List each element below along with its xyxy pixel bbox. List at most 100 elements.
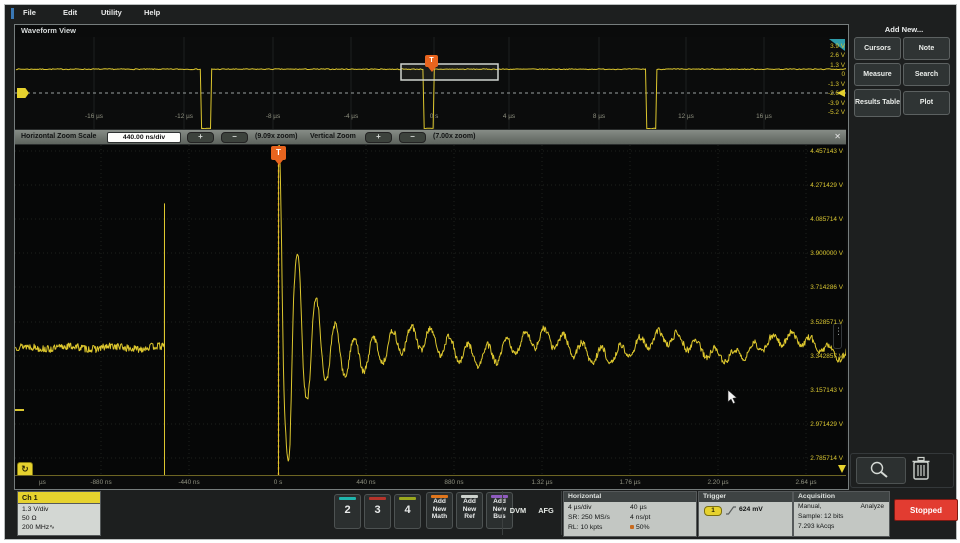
horizontal-row-right: 50% [630, 524, 650, 531]
sidebar-button-plot[interactable]: Plot [903, 91, 950, 115]
close-zoom-icon[interactable]: ✕ [834, 132, 841, 141]
overview-x-tick: 16 µs [756, 113, 772, 120]
utility-icon-group [850, 453, 954, 488]
channel3-number: 3 [374, 504, 381, 516]
overview-y-tick: 2.6 V [830, 52, 845, 60]
zoom-y-tick: 4.085714 V [810, 215, 843, 223]
overview-x-tick: 4 µs [502, 113, 516, 120]
horizontal-panel[interactable]: Horizontal 4 µs/div 40 µs SR: 250 MS/s 4 ns/… [563, 491, 697, 537]
channel1-impedance: 50 Ω [22, 515, 37, 523]
zoom-y-tick: 3.900000 V [810, 249, 843, 257]
h-zoom-factor: (9.09x zoom) [255, 133, 298, 140]
zoom-x-tick: 1.76 µs [619, 479, 641, 486]
v-zoom-factor: (7.00x zoom) [433, 133, 476, 140]
horizontal-row-right: 4 ns/pt [630, 514, 650, 521]
channel1-left-marker-icon[interactable] [17, 88, 29, 98]
zoom-x-tick: µs [39, 479, 46, 486]
overview-x-tick: -12 µs [175, 113, 193, 120]
zoom-y-tick: 2.785714 V [810, 454, 843, 462]
add-label: Add New Ref [462, 498, 477, 521]
acquisition-line2: Sample: 12 bits [798, 513, 844, 520]
acquisition-analyze: Analyze [860, 503, 884, 510]
zoom-detail-plot[interactable]: T ⋮ ↻ 4.457143 V 4.271429 V 4.085714 V 3.90000… [15, 145, 846, 478]
add-new-math-button[interactable]: Add New Math [426, 492, 453, 529]
menu-item-file[interactable]: File [23, 8, 36, 17]
sidebar-button-note[interactable]: Note [903, 37, 950, 60]
stopped-status-button[interactable]: Stopped [894, 499, 958, 521]
trigger-level-value: 624 mV [739, 506, 763, 513]
zoom-waveform-canvas[interactable] [15, 145, 846, 476]
channel1-position-arrow-icon[interactable] [837, 89, 845, 97]
footer-separator [561, 491, 562, 535]
zoom-y-tick: 3.714286 V [810, 283, 843, 291]
overview-x-tick: 8 µs [592, 113, 606, 120]
vertical-scroll-handle[interactable]: ⋮ [833, 323, 843, 349]
trigger-title: Trigger [699, 492, 792, 502]
channel3-button[interactable]: 3 [364, 494, 391, 529]
overview-y-tick: -2.6 V [827, 90, 845, 98]
v-zoom-minus-button[interactable]: − [399, 132, 426, 143]
trigger-source-badge: 1 [704, 506, 722, 516]
zoom-y-tick: 3.157143 V [810, 386, 843, 394]
sidebar-button-results-table[interactable]: Results Table [854, 89, 901, 117]
zoom-window-box[interactable] [400, 63, 499, 81]
h-zoom-minus-button[interactable]: − [221, 132, 248, 143]
zoom-y-tick: 4.457143 V [810, 147, 843, 155]
v-zoom-plus-button[interactable]: + [365, 132, 392, 143]
menu-item-help[interactable]: Help [144, 8, 161, 17]
play-position-icon [630, 525, 634, 529]
zoom-x-tick: 1.32 µs [531, 479, 553, 486]
menu-item-edit[interactable]: Edit [63, 8, 78, 17]
add-stripe [461, 495, 478, 498]
waveform-view-title: Waveform View [21, 26, 77, 35]
h-zoom-scale-input[interactable]: 440.00 ns/div [107, 131, 181, 143]
horizontal-row-left: SR: 250 MS/s [568, 514, 610, 521]
sidebar-button-search[interactable]: Search [903, 63, 950, 86]
mouse-cursor-icon [727, 389, 738, 405]
rising-edge-icon [726, 506, 736, 515]
sidebar-button-cursors[interactable]: Cursors [854, 37, 901, 60]
add-label: Add New Math [431, 498, 448, 521]
horizontal-body: 4 µs/div 40 µs SR: 250 MS/s 4 ns/pt RL: 10 k… [564, 502, 696, 536]
zoom-trigger-marker[interactable]: T [271, 146, 286, 160]
add-new-title: Add New... [884, 25, 924, 34]
channel4-button[interactable]: 4 [394, 494, 421, 529]
menu-item-utility[interactable]: Utility [101, 8, 122, 17]
channel4-number: 4 [404, 504, 411, 516]
acquisition-body: Manual, Analyze Sample: 12 bits 7.293 kAcqs [794, 502, 889, 536]
horizontal-row-right-text: 40 µs [630, 504, 647, 511]
acquisition-panel[interactable]: Acquisition Manual, Analyze Sample: 12 bits… [793, 491, 890, 537]
zoom-x-tick: -440 ns [178, 479, 200, 486]
add-stripe [491, 495, 508, 498]
h-zoom-scale-label: Horizontal Zoom Scale [21, 133, 97, 140]
overview-y-tick: -3.9 V [827, 99, 845, 107]
add-new-ref-button[interactable]: Add New Ref [456, 492, 483, 529]
h-zoom-plus-button[interactable]: + [187, 132, 214, 143]
trigger-body: 1 624 mV [699, 502, 792, 536]
channel1-badge[interactable]: Ch 1 1.3 V/div 50 Ω 200 MHz ∿ [17, 491, 101, 537]
zoom-x-tick: -880 ns [90, 479, 112, 486]
channel1-settings: 1.3 V/div 50 Ω 200 MHz ∿ [17, 503, 101, 537]
zoom-x-tick: 880 ns [444, 479, 464, 486]
horizontal-row-left: 4 µs/div [568, 504, 592, 511]
waveform-view-panel: Waveform View T 3.9 V 2.6 V 1.3 V 0 -1.3 V -2.… [14, 24, 849, 490]
zoom-y-tick: 3.342857 V [810, 352, 843, 360]
trash-icon [912, 456, 930, 480]
overview-trigger-marker[interactable]: T [425, 55, 438, 67]
menu-accent-bar [11, 8, 14, 19]
zoom-mode-button[interactable] [856, 457, 906, 484]
footer-separator [502, 491, 503, 535]
trigger-panel[interactable]: Trigger 1 624 mV [698, 491, 793, 537]
overview-waveform-canvas[interactable] [15, 37, 846, 129]
trash-button[interactable] [910, 455, 932, 482]
add-new-bus-button[interactable]: Add New Bus [486, 492, 513, 529]
v-zoom-label: Vertical Zoom [310, 133, 356, 140]
sidebar-button-measure[interactable]: Measure [854, 63, 901, 86]
overview-y-tick: -1.3 V [827, 80, 845, 88]
overview-x-tick: -8 µs [265, 113, 281, 120]
afg-button[interactable]: AFG [538, 506, 554, 515]
channel2-button[interactable]: 2 [334, 494, 361, 529]
dvm-button[interactable]: DVM [509, 506, 527, 515]
overview-plot[interactable]: T 3.9 V 2.6 V 1.3 V 0 -1.3 V -2.6 V -3.9 V -5.2 … [15, 37, 846, 129]
